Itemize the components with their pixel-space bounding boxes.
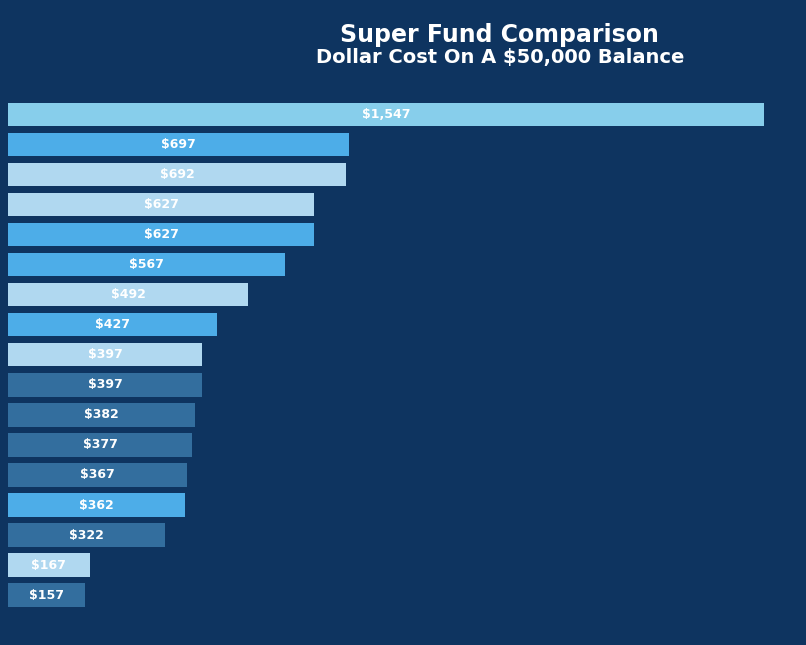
Bar: [8, 103, 764, 126]
Text: $362: $362: [79, 499, 114, 511]
Text: $697: $697: [161, 138, 196, 151]
Text: $167: $167: [31, 559, 66, 571]
Text: $427: $427: [95, 318, 130, 331]
Text: $322: $322: [69, 528, 104, 542]
Text: $1,547: $1,547: [362, 108, 410, 121]
Text: $567: $567: [129, 258, 164, 271]
Bar: [8, 553, 89, 577]
Text: Dollar Cost On A $50,000 Balance: Dollar Cost On A $50,000 Balance: [315, 48, 684, 67]
Text: $692: $692: [160, 168, 194, 181]
Text: $492: $492: [111, 288, 146, 301]
Bar: [8, 343, 202, 366]
Bar: [8, 133, 349, 156]
Text: $627: $627: [143, 198, 179, 211]
Bar: [8, 193, 314, 216]
Bar: [8, 433, 193, 457]
Text: $367: $367: [81, 468, 115, 481]
Text: $157: $157: [29, 589, 64, 602]
Bar: [8, 253, 285, 276]
Bar: [8, 493, 185, 517]
Bar: [8, 584, 85, 607]
Bar: [8, 523, 165, 547]
Text: $397: $397: [88, 379, 123, 392]
Bar: [8, 313, 217, 337]
Text: $397: $397: [88, 348, 123, 361]
Bar: [8, 373, 202, 397]
Bar: [8, 163, 347, 186]
Bar: [8, 463, 187, 487]
Text: Super Fund Comparison: Super Fund Comparison: [340, 23, 659, 46]
Text: $377: $377: [83, 439, 118, 451]
Bar: [8, 223, 314, 246]
Bar: [8, 283, 248, 306]
Bar: [8, 403, 195, 426]
Text: $382: $382: [84, 408, 118, 421]
Text: $627: $627: [143, 228, 179, 241]
